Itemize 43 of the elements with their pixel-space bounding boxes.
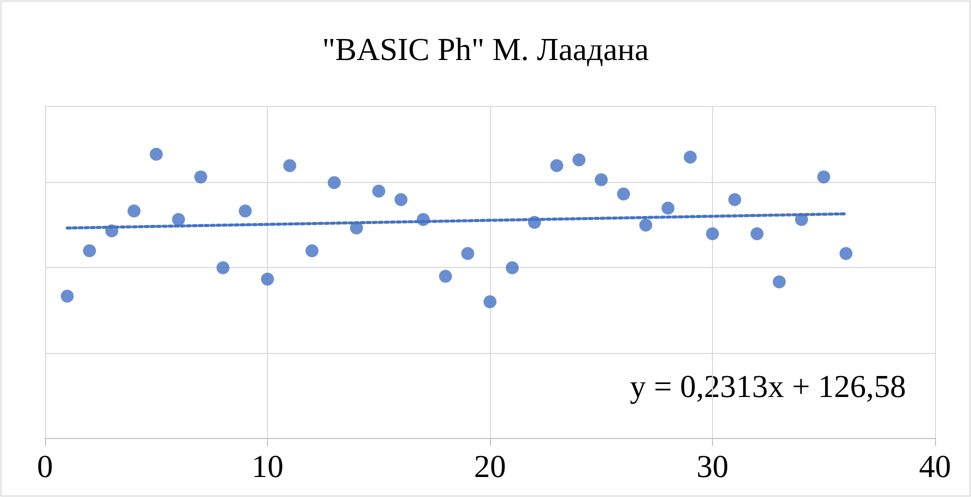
x-tick-label: 10 bbox=[252, 448, 284, 484]
point bbox=[639, 218, 652, 232]
point bbox=[550, 159, 564, 172]
point bbox=[372, 184, 386, 198]
x-tick-label: 30 bbox=[696, 448, 728, 484]
point bbox=[461, 247, 474, 260]
point bbox=[617, 187, 630, 200]
point bbox=[706, 227, 719, 240]
point bbox=[261, 272, 274, 286]
point bbox=[684, 150, 697, 164]
point bbox=[750, 227, 764, 240]
point bbox=[306, 244, 318, 258]
x-tick-label: 20 bbox=[474, 448, 506, 484]
point bbox=[194, 170, 208, 184]
point bbox=[528, 216, 541, 229]
point bbox=[840, 247, 852, 260]
point bbox=[328, 176, 341, 190]
chart-title: "BASIC Ph" М. Лаадана bbox=[322, 31, 649, 67]
point bbox=[105, 224, 118, 238]
point bbox=[416, 213, 430, 226]
point bbox=[484, 295, 496, 308]
point bbox=[662, 202, 674, 215]
x-tick-label: 40 bbox=[919, 448, 951, 484]
point bbox=[83, 244, 96, 258]
point bbox=[216, 261, 230, 274]
point bbox=[238, 204, 252, 218]
point bbox=[772, 275, 786, 288]
point bbox=[572, 153, 586, 166]
point bbox=[150, 148, 163, 161]
point bbox=[283, 159, 296, 172]
point bbox=[172, 213, 185, 226]
annotation: y = 0,2313x + 126,58 bbox=[630, 368, 906, 404]
point bbox=[394, 193, 408, 206]
point bbox=[795, 213, 808, 226]
point bbox=[128, 204, 140, 218]
point bbox=[506, 261, 519, 274]
point bbox=[439, 270, 452, 283]
x-tick-label: 0 bbox=[37, 448, 53, 484]
point bbox=[817, 170, 830, 184]
point bbox=[350, 222, 363, 235]
point bbox=[60, 290, 74, 303]
point bbox=[728, 193, 742, 206]
point bbox=[594, 173, 608, 186]
